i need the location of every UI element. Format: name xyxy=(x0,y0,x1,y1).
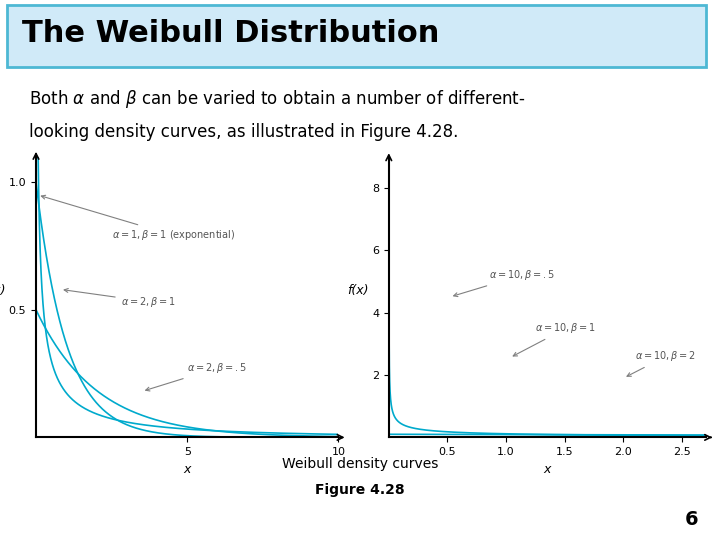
Text: 6: 6 xyxy=(685,510,698,529)
Text: $\alpha = 10, \beta = .5$: $\alpha = 10, \beta = .5$ xyxy=(454,268,555,296)
Text: Figure 4.28: Figure 4.28 xyxy=(315,483,405,497)
Text: $\alpha = 2, \beta = 1$: $\alpha = 2, \beta = 1$ xyxy=(64,288,176,309)
X-axis label: x: x xyxy=(544,463,551,476)
Text: $\alpha = 1, \beta = 1$ (exponential): $\alpha = 1, \beta = 1$ (exponential) xyxy=(41,195,235,242)
Y-axis label: f(x): f(x) xyxy=(347,284,369,297)
FancyBboxPatch shape xyxy=(7,5,706,66)
Text: Both $\alpha$ and $\beta$ can be varied to obtain a number of different-: Both $\alpha$ and $\beta$ can be varied … xyxy=(29,87,526,110)
Text: $\alpha = 10, \beta = 2$: $\alpha = 10, \beta = 2$ xyxy=(627,349,696,376)
X-axis label: x: x xyxy=(184,463,191,476)
Text: looking density curves, as illustrated in Figure 4.28.: looking density curves, as illustrated i… xyxy=(29,123,458,141)
Text: The Weibull Distribution: The Weibull Distribution xyxy=(22,19,439,48)
Text: $\alpha = 10, \beta = 1$: $\alpha = 10, \beta = 1$ xyxy=(513,321,597,356)
Text: Weibull density curves: Weibull density curves xyxy=(282,457,438,471)
Y-axis label: f(x): f(x) xyxy=(0,284,6,297)
Text: $\alpha = 2, \beta = .5$: $\alpha = 2, \beta = .5$ xyxy=(145,361,248,391)
